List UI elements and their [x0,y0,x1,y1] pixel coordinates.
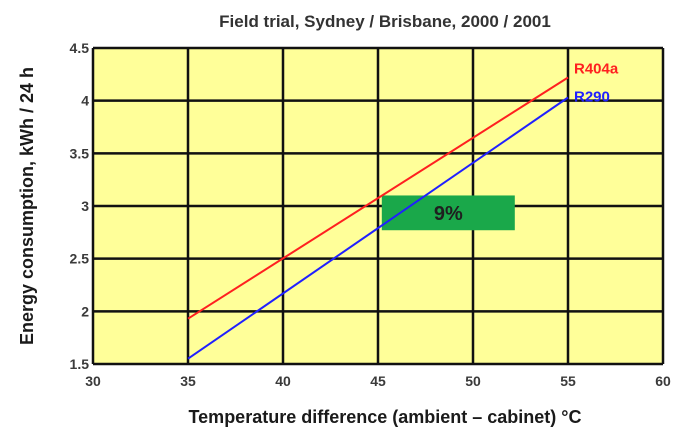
x-tick-label: 35 [180,373,196,389]
x-tick-label: 55 [560,373,576,389]
y-tick-label: 4 [81,93,89,109]
x-tick-label: 40 [275,373,291,389]
y-tick-label: 2.5 [70,251,90,267]
tick-labels: 30 35 40 45 50 55 60 1.5 2 2.5 3 3.5 4 4.5 [70,40,671,389]
annotation-box [381,195,515,231]
series-label-r404a: R404a [574,60,619,77]
grid [91,46,665,366]
annotation-label: 9% [434,203,463,225]
y-tick-label: 3 [81,198,89,214]
x-tick-label: 50 [465,373,481,389]
series-line-r290 [187,96,569,360]
x-tick-label: 30 [85,373,101,389]
y-tick-label: 2 [81,303,89,319]
x-tick-label: 60 [655,373,671,389]
y-tick-label: 4.5 [70,40,90,56]
chart-title: Field trial, Sydney / Brisbane, 2000 / 2… [219,12,551,31]
y-axis-title: Energy consumption, kWh / 24 h [17,67,37,345]
y-tick-label: 1.5 [70,356,90,372]
annotation-layer: 9% [381,195,515,231]
series-line-r404a [187,76,569,320]
x-axis-title: Temperature difference (ambient – cabine… [189,407,582,427]
series-layer: R404a R290 [187,60,619,360]
x-tick-label: 45 [370,373,386,389]
y-tick-label: 3.5 [70,145,90,161]
series-label-r290: R290 [574,89,610,106]
